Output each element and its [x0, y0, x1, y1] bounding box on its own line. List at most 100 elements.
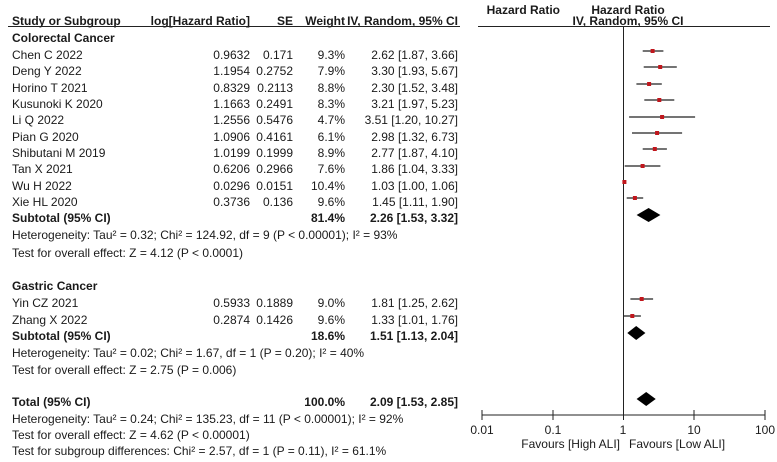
total-ci: 2.09 [1.53, 2.85]: [369, 395, 458, 409]
study-name: Chen C 2022: [12, 48, 83, 62]
weight-value: 7.6%: [317, 162, 345, 176]
tick-label: 1: [619, 423, 627, 437]
loghr-value: 0.8329: [213, 81, 250, 95]
axis-ticks: [481, 410, 766, 420]
study-name: Li Q 2022: [12, 113, 65, 127]
total-label: Total (95% CI): [12, 395, 91, 409]
se-value: 0.136: [262, 195, 293, 209]
se-value: 0.2113: [257, 81, 293, 95]
se-value: 0.2491: [256, 97, 293, 111]
se-value: 0.171: [262, 48, 293, 62]
subtotal-ci: 2.26 [1.53, 3.32]: [369, 211, 458, 225]
se-value: 0.1426: [256, 313, 293, 327]
weight-value: 8.9%: [317, 146, 345, 160]
subtotal-weight: 81.4%: [310, 211, 345, 225]
hr-ci-value: 3.30 [1.93, 5.67]: [371, 64, 458, 78]
weight-value: 10.4%: [310, 179, 345, 193]
study-name: Zhang X 2022: [12, 313, 88, 327]
subgroup-differences-text: Test for subgroup differences: Chi² = 2.…: [12, 444, 387, 458]
weight-value: 8.3%: [317, 97, 345, 111]
hr-ci-value: 2.77 [1.87, 4.10]: [371, 146, 458, 160]
study-name: Pian G 2020: [12, 130, 79, 144]
tick-label: 10: [687, 423, 701, 437]
se-value: 0.4161: [256, 130, 293, 144]
hr-column-title: Hazard Ratio: [486, 3, 560, 17]
weight-value: 4.7%: [317, 113, 345, 127]
total-weight: 100.0%: [304, 395, 345, 409]
total-heterogeneity-text: Heterogeneity: Tau² = 0.24; Chi² = 135.2…: [12, 412, 404, 426]
weight-value: 7.9%: [317, 64, 345, 78]
heterogeneity-text: Heterogeneity: Tau² = 0.02; Chi² = 1.67,…: [12, 346, 365, 360]
subtotal-ci: 1.51 [1.13, 2.04]: [369, 329, 458, 343]
se-value: 0.1999: [256, 146, 293, 160]
study-points: [622, 49, 665, 318]
weight-value: 9.6%: [317, 313, 345, 327]
se-value: 0.2966: [256, 162, 293, 176]
loghr-value: 1.2556: [213, 113, 250, 127]
plot-title: Hazard Ratio: [591, 3, 665, 17]
loghr-value: 0.9632: [213, 48, 250, 62]
favours-right-label: Favours [Low ALI]: [629, 437, 726, 451]
loghr-value: 0.5933: [213, 296, 250, 310]
ci-lines: [623, 50, 696, 317]
total-diamond: [636, 392, 656, 406]
weight-value: 9.6%: [317, 195, 345, 209]
hr-ci-value: 1.33 [1.01, 1.76]: [371, 313, 458, 327]
study-name: Wu H 2022: [12, 179, 72, 193]
hr-ci-value: 2.62 [1.87, 3.66]: [371, 48, 458, 62]
tick-label: 0.01: [470, 423, 494, 437]
loghr-value: 0.0296: [213, 179, 250, 193]
loghr-value: 1.1663: [213, 97, 250, 111]
group-title-gastric: Gastric Cancer: [12, 279, 98, 293]
study-name: Deng Y 2022: [12, 64, 82, 78]
study-name: Horino T 2021: [12, 81, 88, 95]
weight-value: 9.0%: [317, 296, 345, 310]
col-header-weight: Weight: [305, 14, 345, 28]
hr-ci-value: 1.86 [1.04, 3.33]: [371, 162, 458, 176]
study-name: Yin CZ 2021: [12, 296, 79, 310]
subtotal-label: Subtotal (95% CI): [12, 211, 111, 225]
hr-ci-value: 1.03 [1.00, 1.06]: [371, 179, 458, 193]
weight-value: 6.1%: [317, 130, 345, 144]
se-value: 0.1889: [256, 296, 293, 310]
col-header-hr-ci: IV, Random, 95% CI: [347, 14, 458, 28]
group-title-colorectal: Colorectal Cancer: [12, 31, 115, 45]
se-value: 0.2752: [256, 64, 293, 78]
loghr-value: 1.0906: [213, 130, 250, 144]
total-overall-effect-text: Test for overall effect: Z = 4.62 (P < 0…: [12, 428, 250, 442]
study-name: Tan X 2021: [12, 162, 73, 176]
heterogeneity-text: Heterogeneity: Tau² = 0.32; Chi² = 124.9…: [12, 228, 398, 242]
weight-value: 9.3%: [317, 48, 345, 62]
plot-subtitle: IV, Random, 95% CI: [572, 14, 684, 28]
col-header-study: Study or Subgroup: [12, 14, 121, 28]
header-rule-left: [8, 26, 460, 27]
hr-ci-value: 1.81 [1.25, 2.62]: [371, 296, 458, 310]
hr-ci-value: 3.21 [1.97, 5.23]: [371, 97, 458, 111]
col-header-se: SE: [276, 14, 293, 28]
hr-ci-value: 2.98 [1.32, 6.73]: [371, 130, 458, 144]
col-header-loghr: log[Hazard Ratio]: [150, 14, 250, 28]
study-name: Xie HL 2020: [12, 195, 78, 209]
loghr-value: 0.6206: [213, 162, 250, 176]
overall-effect-text: Test for overall effect: Z = 4.12 (P < 0…: [12, 246, 244, 260]
loghr-value: 0.2874: [213, 313, 250, 327]
hr-ci-value: 1.45 [1.11, 1.90]: [372, 195, 458, 209]
subtotal-label: Subtotal (95% CI): [12, 329, 111, 343]
subtotal-diamond-gastric: [627, 326, 646, 340]
se-value: 0.0151: [256, 179, 293, 193]
tick-label: 100: [754, 423, 776, 437]
hr-ci-value: 3.51 [1.20, 10.27]: [364, 113, 458, 127]
subtotal-weight: 18.6%: [310, 329, 345, 343]
study-name: Shibutani M 2019: [12, 146, 106, 160]
hr-ci-value: 2.30 [1.52, 3.48]: [371, 81, 458, 95]
study-name: Kusunoki K 2020: [12, 97, 103, 111]
weight-value: 8.8%: [317, 81, 345, 95]
subtotal-diamond-colorectal: [636, 208, 661, 222]
favours-left-label: Favours [High ALI]: [521, 437, 620, 451]
loghr-value: 1.0199: [213, 146, 250, 160]
overall-effect-text: Test for overall effect: Z = 2.75 (P = 0…: [12, 363, 237, 377]
se-value: 0.5476: [256, 113, 293, 127]
tick-label: 0.1: [544, 423, 562, 437]
loghr-value: 0.3736: [213, 195, 250, 209]
